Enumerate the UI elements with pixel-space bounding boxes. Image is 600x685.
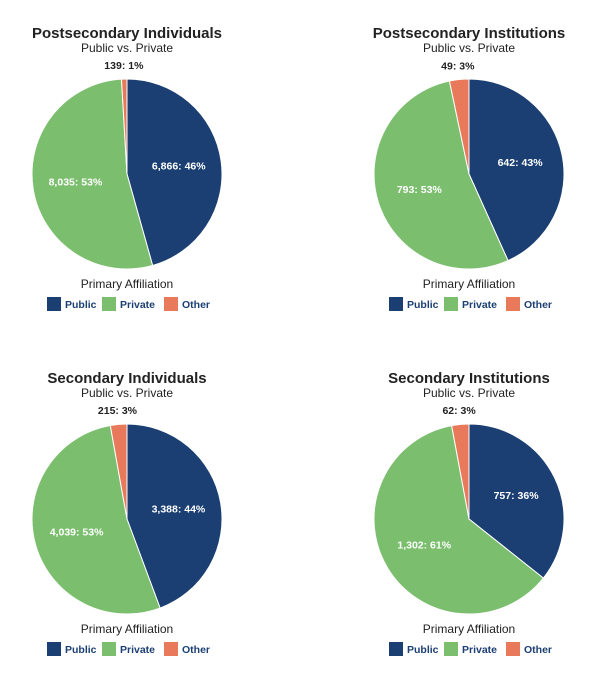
legend-label: Private [462,299,497,311]
legend-title: Primary Affiliation [81,277,173,291]
chart-title: Postsecondary Institutions [373,25,566,42]
legend-swatch [389,297,403,311]
legend-title: Primary Affiliation [423,622,515,636]
legend-label: Private [120,644,155,656]
pie-slice [126,78,223,267]
legend-swatch [506,297,520,311]
legend-swatch [102,297,116,311]
chart-title: Secondary Institutions [388,370,550,387]
data-label: 793: 53% [397,184,443,196]
pie-slice [109,423,128,520]
legend-swatch [102,642,116,656]
legend-swatch [47,642,61,656]
legend-label: Other [182,644,210,656]
data-label: 4,039: 53% [50,527,104,539]
pie-slice [31,78,154,270]
legend-swatch [164,297,178,311]
data-label: 1,302: 61% [397,540,451,552]
legend-label: Public [65,644,97,656]
data-label: 3,388: 44% [152,504,206,516]
data-label: 62: 3% [442,405,476,417]
data-label: 6,866: 46% [152,161,206,173]
legend-swatch [164,642,178,656]
pie-slice [373,80,509,270]
legend-label: Private [120,299,155,311]
data-label: 49: 3% [441,60,475,72]
pie-slice [31,424,161,615]
legend-title: Primary Affiliation [81,622,173,636]
data-label: 8,035: 53% [49,176,103,188]
chart-subtitle: Public vs. Private [423,386,515,400]
pie-slice [120,78,128,175]
data-label: 642: 43% [498,157,544,169]
legend-swatch [444,642,458,656]
legend-swatch [444,297,458,311]
pie-slice [448,78,470,175]
chart-title: Postsecondary Individuals [32,25,222,42]
legend-swatch [506,642,520,656]
pie-slice [373,425,545,615]
chart-subtitle: Public vs. Private [81,386,173,400]
legend-swatch [47,297,61,311]
chart-subtitle: Public vs. Private [81,41,173,55]
pie-slice [126,423,223,609]
data-label: 757: 36% [494,490,540,502]
legend-label: Other [524,299,552,311]
chart-title: Secondary Individuals [47,370,206,387]
chart-subtitle: Public vs. Private [423,41,515,55]
data-label: 139: 1% [104,60,144,72]
legend-label: Public [65,299,97,311]
pie-slice [451,423,470,520]
legend-label: Other [182,299,210,311]
legend-label: Other [524,644,552,656]
pie-slice [468,78,565,262]
data-label: 215: 3% [98,405,138,417]
legend-label: Public [407,644,439,656]
legend-label: Public [407,299,439,311]
legend-title: Primary Affiliation [423,277,515,291]
pie-slice [468,423,565,579]
legend-label: Private [462,644,497,656]
legend-swatch [389,642,403,656]
